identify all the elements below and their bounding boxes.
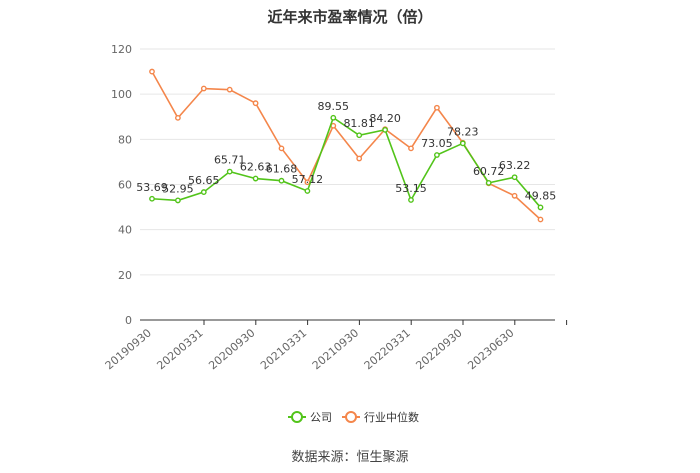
legend-swatch-marker [345,411,357,423]
data-point [537,204,544,211]
data-point [200,85,207,92]
x-tick-label: 20230630 [465,326,516,372]
data-label: 65.71 [214,154,246,167]
y-tick-label: 100 [111,88,132,101]
data-point [149,68,155,75]
data-label: 62.63 [240,161,272,174]
data-point [304,179,311,186]
data-point [252,175,259,182]
data-point [330,114,337,121]
y-tick-label: 120 [111,43,132,56]
data-label: 84.20 [369,112,401,125]
data-label: 49.85 [525,189,557,202]
x-tick-label: 20220930 [413,326,464,372]
x-tick-label: 20210331 [258,326,309,372]
data-point [537,216,544,223]
data-point [200,189,207,195]
data-point [511,192,518,199]
legend-label: 公司 [310,411,332,424]
data-point [174,114,181,121]
data-label: 78.23 [447,125,479,138]
data-point [408,197,414,203]
data-point [382,126,388,133]
data-source: 数据来源：恒生聚源 [291,450,409,465]
legend-swatch-marker [291,411,303,423]
data-point [174,197,181,204]
legend-item-company[interactable]: 公司 [288,411,332,424]
data-point [433,104,440,111]
data-label: 89.55 [318,100,350,113]
data-label: 73.05 [421,137,453,150]
data-point [408,145,414,152]
y-tick-label: 60 [118,179,132,192]
data-point [226,86,233,93]
data-label: 53.15 [395,182,427,195]
data-label: 61.68 [266,163,298,176]
data-point [356,155,363,162]
data-point [485,179,492,186]
y-tick-label: 0 [125,314,132,327]
data-point [356,132,363,139]
x-tick-label: 20210930 [310,326,361,372]
y-tick-label: 20 [118,269,132,282]
x-tick-label: 20220331 [362,326,413,372]
data-label: 60.72 [473,165,505,178]
y-tick-label: 40 [118,224,132,237]
x-tick-label: 20200331 [154,326,205,372]
data-point [149,195,155,202]
legend-item-industry-median[interactable]: 行业中位数 [342,410,419,424]
data-point [226,168,233,175]
x-tick-label: 20190930 [103,326,154,372]
chart-title: 近年来市盈率情况（倍） [267,8,433,26]
series-line-company [151,116,542,208]
data-label: 56.65 [188,174,220,187]
data-point [278,145,285,152]
data-label: 52.95 [162,182,194,195]
x-tick-label: 20200930 [206,326,257,372]
data-point [459,140,466,147]
data-point [433,152,440,158]
y-tick-label: 80 [118,133,132,146]
data-point [252,100,259,107]
data-label: 81.81 [343,117,375,130]
data-label: 53.69 [136,181,168,194]
data-label: 63.22 [499,159,531,172]
data-point [511,174,518,181]
legend-label: 行业中位数 [364,410,419,424]
data-label: 57.12 [292,173,324,186]
data-point [304,188,311,194]
data-point [278,177,285,184]
